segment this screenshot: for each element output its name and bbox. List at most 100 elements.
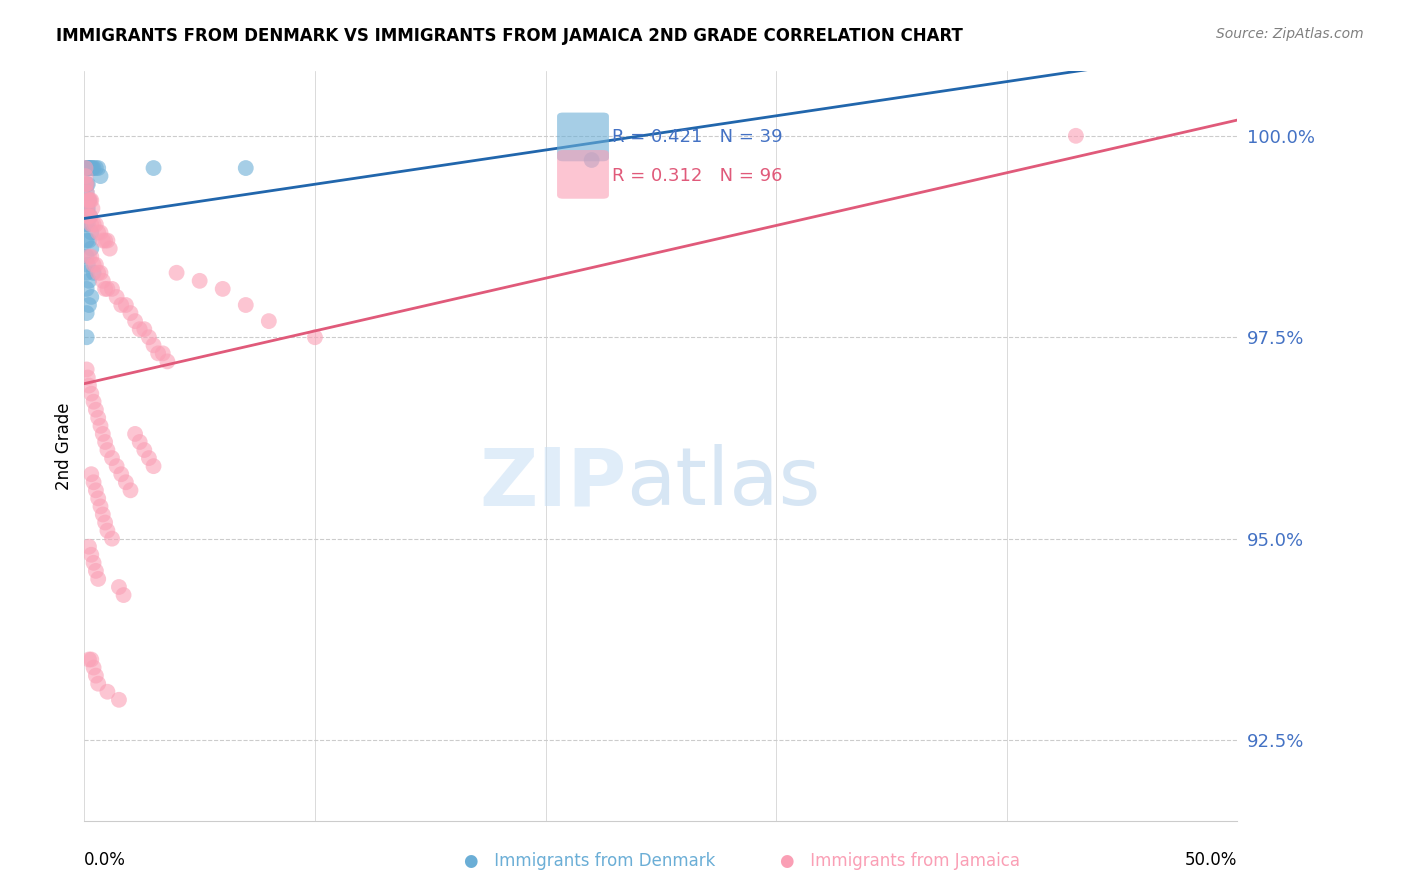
Point — [83, 660, 105, 674]
Point — [96, 524, 118, 538]
Point — [84, 668, 107, 682]
Point — [87, 226, 110, 240]
Point — [235, 298, 257, 312]
Point — [76, 266, 98, 280]
Point — [124, 314, 146, 328]
Point — [76, 218, 98, 232]
Point — [120, 483, 142, 498]
FancyBboxPatch shape — [557, 112, 609, 161]
Point — [76, 177, 98, 191]
Point — [101, 282, 124, 296]
Point — [146, 346, 169, 360]
Point — [91, 508, 114, 522]
Text: IMMIGRANTS FROM DENMARK VS IMMIGRANTS FROM JAMAICA 2ND GRADE CORRELATION CHART: IMMIGRANTS FROM DENMARK VS IMMIGRANTS FR… — [56, 27, 963, 45]
Point — [83, 266, 105, 280]
Point — [101, 451, 124, 466]
Point — [105, 290, 128, 304]
Point — [87, 491, 110, 506]
Point — [76, 194, 98, 208]
Point — [84, 402, 107, 417]
Point — [115, 475, 138, 490]
Point — [82, 202, 104, 216]
Point — [76, 185, 98, 199]
FancyBboxPatch shape — [557, 150, 609, 199]
Point — [91, 234, 114, 248]
Point — [75, 169, 97, 183]
Point — [76, 177, 98, 191]
Point — [83, 556, 105, 570]
Point — [79, 210, 101, 224]
Point — [142, 338, 165, 352]
Point — [96, 234, 118, 248]
Text: 0.0%: 0.0% — [84, 851, 127, 869]
Point — [79, 161, 101, 175]
Point — [110, 467, 132, 482]
Point — [84, 564, 107, 578]
Point — [76, 202, 98, 216]
Point — [75, 177, 97, 191]
Point — [77, 250, 100, 264]
Point — [80, 250, 103, 264]
Point — [76, 210, 98, 224]
Point — [83, 161, 105, 175]
Point — [1064, 128, 1087, 143]
Point — [76, 202, 98, 216]
Point — [211, 282, 233, 296]
Point — [91, 426, 114, 441]
Point — [101, 532, 124, 546]
Point — [84, 161, 107, 175]
Point — [77, 540, 100, 554]
Text: 50.0%: 50.0% — [1185, 851, 1237, 869]
Point — [77, 652, 100, 666]
Point — [77, 378, 100, 392]
Point — [84, 483, 107, 498]
Point — [77, 234, 100, 248]
Point — [79, 194, 101, 208]
Point — [152, 346, 174, 360]
Point — [89, 226, 111, 240]
Point — [166, 266, 188, 280]
Point — [76, 234, 98, 248]
Point — [77, 161, 100, 175]
Text: R = 0.312   N = 96: R = 0.312 N = 96 — [613, 168, 783, 186]
Point — [138, 330, 160, 344]
Point — [77, 194, 100, 208]
Point — [76, 370, 98, 384]
Point — [80, 218, 103, 232]
Point — [82, 161, 104, 175]
Point — [77, 161, 100, 175]
Point — [87, 410, 110, 425]
Point — [80, 290, 103, 304]
Point — [142, 459, 165, 474]
Point — [80, 161, 103, 175]
Point — [89, 418, 111, 433]
Point — [76, 161, 98, 175]
Point — [134, 322, 156, 336]
Point — [96, 684, 118, 698]
Point — [76, 218, 98, 232]
Point — [235, 161, 257, 175]
Point — [91, 274, 114, 288]
Point — [87, 266, 110, 280]
Point — [77, 298, 100, 312]
Point — [76, 282, 98, 296]
Point — [94, 234, 117, 248]
Point — [76, 161, 98, 175]
Point — [75, 161, 97, 175]
Point — [87, 676, 110, 690]
Point — [83, 218, 105, 232]
Point — [94, 434, 117, 449]
Point — [89, 500, 111, 514]
Point — [77, 274, 100, 288]
Point — [96, 282, 118, 296]
Point — [80, 194, 103, 208]
Text: Source: ZipAtlas.com: Source: ZipAtlas.com — [1216, 27, 1364, 41]
Point — [76, 330, 98, 344]
Point — [188, 274, 211, 288]
Point — [83, 258, 105, 272]
Point — [115, 298, 138, 312]
Point — [581, 153, 603, 167]
Point — [80, 226, 103, 240]
Text: ●   Immigrants from Denmark: ● Immigrants from Denmark — [464, 852, 716, 870]
Point — [134, 443, 156, 458]
